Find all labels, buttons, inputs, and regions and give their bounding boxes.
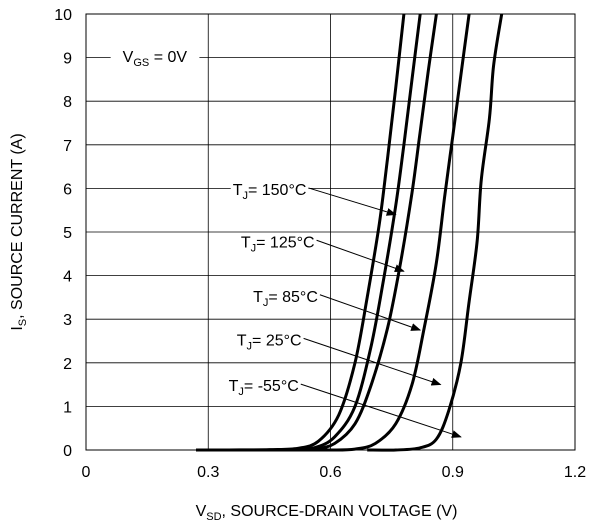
x-tick-label: 1.2 (564, 464, 586, 481)
x-tick-label: 0.9 (442, 464, 464, 481)
series-label-2: TJ= 85°C (253, 289, 318, 309)
series-label-0: TJ= 150°C (233, 182, 307, 202)
y-tick-label: 10 (54, 7, 72, 24)
tick-labels: 0 0.3 0.6 0.9 1.2 0 1 2 3 4 5 6 7 8 9 10 (54, 7, 586, 481)
series-label-arrow-0 (308, 187, 397, 216)
series-label-arrow-1 (316, 239, 405, 272)
series-label-arrow-2 (319, 294, 422, 331)
x-axis-title-main: V (196, 503, 207, 520)
series-label-1: TJ= 125°C (241, 234, 315, 254)
y-tick-label: 2 (63, 356, 72, 373)
grid (85, 13, 576, 451)
x-tick-label: 0.3 (197, 464, 219, 481)
series-line-4 (367, 13, 504, 452)
series-label-bg-2 (251, 287, 320, 310)
x-tick-label: 0 (82, 464, 91, 481)
y-axis-title-rest: , SOURCE CURRENT (A) (9, 133, 26, 319)
y-tick-label: 6 (63, 181, 72, 198)
x-axis-title-sub: SD (206, 511, 221, 523)
y-tick-label: 7 (63, 138, 72, 155)
y-axis-title-main: I (9, 326, 26, 330)
y-tick-label: 3 (63, 312, 72, 329)
x-axis-title: VSD, SOURCE-DRAIN VOLTAGE (V) (196, 503, 458, 523)
condition-label-group: VGS = 0V (110, 44, 200, 73)
y-tick-label: 1 (63, 399, 72, 416)
plot-frame (85, 13, 576, 451)
y-tick-label: 0 (63, 443, 72, 460)
series-label-arrow-3 (303, 337, 442, 386)
series-label-3: TJ= 25°C (237, 332, 302, 352)
series-label-bg-1 (238, 233, 317, 256)
y-tick-label: 4 (63, 269, 72, 286)
annotations: TJ= 150°C TJ= 125°C TJ= 85°C TJ= 25°C TJ= -5… (226, 180, 462, 438)
y-axis-title: IS, SOURCE CURRENT (A) (9, 133, 29, 330)
series-label-arrow-4 (300, 383, 462, 438)
y-tick-label: 8 (63, 94, 72, 111)
y-axis-title-sub: S (17, 319, 29, 326)
condition-label: VGS = 0V (123, 49, 188, 69)
y-tick-label: 5 (63, 225, 72, 242)
series-label-4: TJ= -55°C (229, 378, 299, 398)
x-tick-label: 0.6 (319, 464, 341, 481)
series-line-3 (297, 13, 471, 452)
y-tick-label: 9 (63, 51, 72, 68)
series-label-bg-3 (234, 331, 304, 354)
series-label-bg-0 (230, 180, 309, 203)
x-axis-title-rest: , SOURCE-DRAIN VOLTAGE (V) (222, 503, 458, 520)
condition-label-bg (110, 44, 200, 73)
series-label-bg-4 (226, 377, 301, 400)
